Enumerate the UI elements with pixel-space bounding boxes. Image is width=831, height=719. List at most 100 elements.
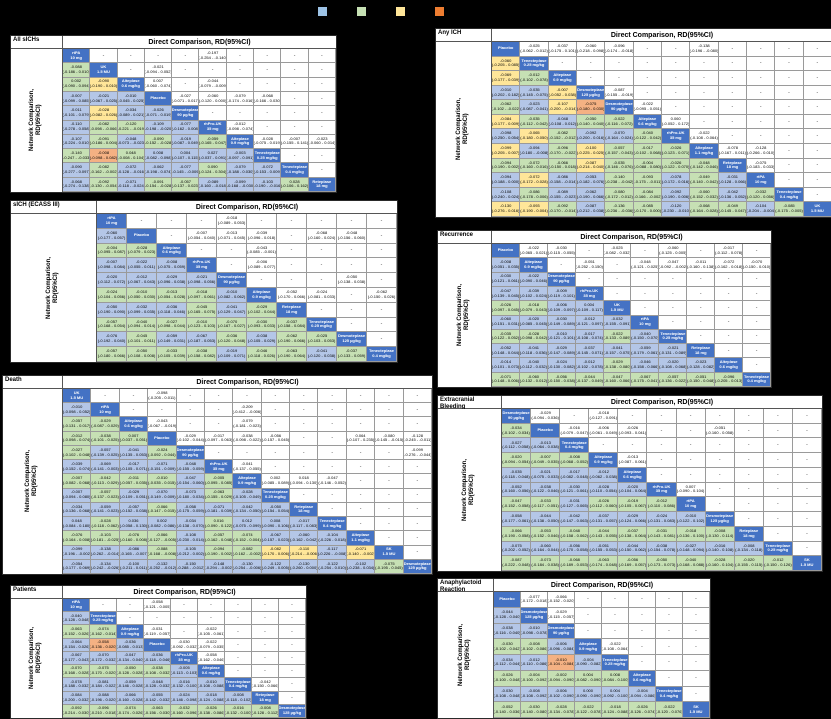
no-direct-comparison-cell: - <box>602 607 629 624</box>
no-direct-comparison-cell: - <box>662 42 691 57</box>
network-estimate-cell: -0.130 (-0.276 - 0.016) <box>492 202 521 217</box>
no-direct-comparison-cell: - <box>90 49 118 64</box>
direct-estimate-cell: -0.012 (-0.098 - 0.074) <box>226 120 255 135</box>
network-estimate-cell: 0.036 (-0.058 - 0.130) <box>119 517 149 532</box>
direct-estimate-cell: -0.021 (-0.094 - 0.052) <box>144 63 173 78</box>
no-direct-comparison-cell: - <box>403 403 432 418</box>
network-estimate-cell: -0.037 (-0.133 - 0.059) <box>337 347 367 362</box>
direct-estimate-cell: -0.078 (-0.167 - 0.011) <box>718 144 747 159</box>
network-estimate-cell: 0.007 (-0.037 - 0.051) <box>119 431 149 446</box>
no-direct-comparison-cell: - <box>605 71 634 86</box>
network-estimate-cell: -0.085 (-0.170 - 0.000) <box>633 202 662 217</box>
no-direct-comparison-cell: - <box>718 56 747 72</box>
no-direct-comparison-cell: - <box>676 423 706 439</box>
no-direct-comparison-cell: - <box>763 423 793 439</box>
no-direct-comparison-cell: - <box>715 329 744 345</box>
no-direct-comparison-cell: - <box>261 389 291 404</box>
network-estimate-cell: -0.016 (-0.140 - 0.108) <box>705 541 735 557</box>
network-estimate-cell: -0.044 (-0.137 - 0.049) <box>575 372 604 387</box>
direct-estimate-cell: -0.070 (-0.150 - 0.010) <box>743 258 771 273</box>
direct-comparison-title: Direct Comparison, RD(95%CI) <box>63 36 336 49</box>
network-estimate-cell: -0.050 (-0.128 - 0.028) <box>117 665 144 679</box>
no-direct-comparison-cell: - <box>577 71 606 86</box>
network-estimate-cell: -0.008 (-0.068 - 0.052) <box>560 453 590 468</box>
no-direct-comparison-cell: - <box>792 409 822 424</box>
direct-estimate-cell: -0.031 (-0.119 - 0.057) <box>144 625 171 639</box>
no-direct-comparison-cell: - <box>659 286 688 302</box>
no-direct-comparison-cell: - <box>403 531 432 546</box>
treatment-cell: Desmoteplase 90 µg/kg <box>547 272 576 287</box>
no-direct-comparison-cell: - <box>618 409 648 424</box>
network-estimate-cell: -0.040 (-0.128 - 0.048) <box>63 612 90 626</box>
no-direct-comparison-cell: - <box>775 114 804 130</box>
network-estimate-cell: -0.016 (-0.132 - 0.100) <box>225 704 252 718</box>
network-estimate-cell: -0.028 (-0.098 - 0.042) <box>519 329 548 345</box>
network-estimate-cell: -0.107 (-0.224 - 0.010) <box>63 134 91 150</box>
no-direct-comparison-cell: - <box>662 56 691 72</box>
treatment-cell: Alteplase 0.9 mg/kg <box>247 288 277 303</box>
no-direct-comparison-cell: - <box>718 42 747 57</box>
direct-estimate-cell: -0.043 (-0.085 - -0.001) <box>247 243 277 259</box>
network-estimate-cell: -0.078 (-0.188 - 0.032) <box>63 678 90 692</box>
no-direct-comparison-cell: - <box>318 403 347 418</box>
network-comparison-label: Network Comparison, RD(95%CI) <box>11 599 63 718</box>
direct-comparison-title: Direct Comparison, RD(95%CI) <box>502 396 822 409</box>
no-direct-comparison-cell: - <box>602 592 629 608</box>
network-estimate-cell: -0.006 (-0.096 - 0.084) <box>548 639 575 655</box>
no-direct-comparison-cell: - <box>261 417 291 432</box>
network-estimate-cell: -0.041 (-0.135 - 0.053) <box>119 445 149 461</box>
treatment-cell: Alteplase 0.6 mg/kg <box>119 417 149 432</box>
league-table-panel: Patients Direct Comparison, RD(95%CI) Netw… <box>10 585 307 719</box>
network-estimate-cell: -0.060 (-0.132 - 0.012) <box>519 372 548 387</box>
no-direct-comparison-cell: - <box>715 286 744 302</box>
network-estimate-cell: -0.096 (-0.205 - 0.013) <box>715 372 744 387</box>
treatment-cell: rtPA 10 mg <box>631 315 660 330</box>
network-estimate-cell: 0.004 (-0.107 - 0.115) <box>172 149 200 164</box>
no-direct-comparison-cell: - <box>337 214 367 229</box>
network-estimate-cell: -0.100 (-0.225 - 0.025) <box>577 144 606 159</box>
network-estimate-cell: -0.063 (-0.152 - 0.026) <box>63 625 90 639</box>
no-direct-comparison-cell: - <box>656 607 683 624</box>
treatment-cell: Reteplase 18 mg <box>252 691 279 705</box>
network-estimate-cell: -0.044 (-0.143 - 0.055) <box>589 526 619 542</box>
network-estimate-cell: -0.006 (-0.102 - 0.090) <box>548 686 575 703</box>
legend-swatch-orange <box>435 7 444 16</box>
network-estimate-cell: 0.000 (-0.090 - 0.090) <box>575 686 602 703</box>
no-direct-comparison-cell: - <box>279 651 306 666</box>
no-direct-comparison-cell: - <box>281 63 309 78</box>
network-estimate-cell: -0.027 (-0.112 - 0.058) <box>502 438 532 454</box>
no-direct-comparison-cell: - <box>157 214 187 229</box>
network-estimate-cell: -0.063 (-0.156 - 0.030) <box>144 704 171 718</box>
no-direct-comparison-cell: - <box>775 129 804 145</box>
no-direct-comparison-cell: - <box>367 214 397 229</box>
no-direct-comparison-cell: - <box>747 114 776 130</box>
treatment-cell: Alteplase 0.6 mg/kg <box>198 665 225 679</box>
network-estimate-cell: -0.034 (-0.112 - 0.044) <box>494 655 521 671</box>
network-estimate-cell: -0.036 (-0.085 - 0.013) <box>117 638 144 652</box>
no-direct-comparison-cell: - <box>633 71 662 86</box>
network-estimate-cell: -0.087 (-0.212 - 0.038) <box>577 202 606 217</box>
no-direct-comparison-cell: - <box>279 665 306 679</box>
no-direct-comparison-cell: - <box>743 286 771 302</box>
network-estimate-cell: -0.102 (-0.238 - 0.034) <box>346 559 376 574</box>
no-direct-comparison-cell: - <box>718 129 747 145</box>
treatment-cell: Placebo <box>144 638 171 652</box>
no-direct-comparison-cell: - <box>346 474 376 489</box>
no-direct-comparison-cell: - <box>199 106 227 121</box>
comparison-matrix: rtPA 10 mg - - -0.058 (-0.121 - 0.005) - - - - - -0… <box>63 599 306 718</box>
no-direct-comparison-cell: - <box>346 445 376 461</box>
direct-estimate-cell: -0.013 (-0.087 - 0.061) <box>618 453 648 468</box>
network-estimate-cell: -0.090 (-0.152 - -0.028) <box>144 134 173 150</box>
direct-comparison-title: Direct Comparison, RD(95%CI) <box>492 231 771 244</box>
no-direct-comparison-cell: - <box>254 63 282 78</box>
network-estimate-cell: -0.044 (-0.128 - 0.040) <box>494 607 521 624</box>
direct-estimate-cell: -0.209 (-0.412 - -0.006) <box>233 403 262 418</box>
no-direct-comparison-cell: - <box>763 409 793 424</box>
no-direct-comparison-cell: - <box>277 228 307 244</box>
network-estimate-cell: -0.056 (-0.169 - 0.057) <box>618 556 648 571</box>
network-estimate-cell: -0.132 (-0.252 - -0.012) <box>148 559 177 574</box>
network-estimate-cell: -0.079 (-0.188 - 0.030) <box>226 163 255 178</box>
network-comparison-label: Network Comparison, RD(95%CI) <box>438 244 492 387</box>
direct-estimate-cell: -0.043 (-0.067 - -0.019) <box>148 417 177 432</box>
no-direct-comparison-cell: - <box>318 417 347 432</box>
